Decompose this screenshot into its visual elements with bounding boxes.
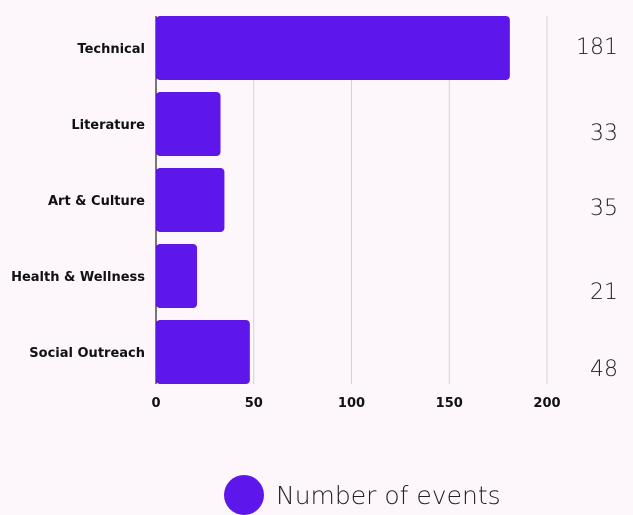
data-label: 33 [590,121,618,146]
category-label: Art & Culture [48,194,145,209]
bar [156,244,198,308]
x-tick-label: 0 [151,396,160,411]
x-tick-label: 50 [245,396,263,411]
legend-label: Number of events [276,480,501,510]
data-label: 181 [576,35,618,60]
x-tick-label: 100 [338,396,365,411]
bar [156,16,510,80]
data-label: 35 [590,196,618,221]
legend-swatch [224,475,264,515]
legend: Number of events [224,475,501,515]
category-label: Social Outreach [29,346,145,361]
x-tick-label: 150 [436,396,463,411]
bar [156,92,221,156]
category-label: Literature [71,118,145,133]
data-label: 48 [590,357,618,382]
category-label: Technical [77,42,145,57]
bar [156,168,225,232]
category-label: Health & Wellness [11,270,145,285]
bar [156,320,250,384]
data-label: 21 [590,280,618,305]
x-tick-label: 200 [533,396,560,411]
